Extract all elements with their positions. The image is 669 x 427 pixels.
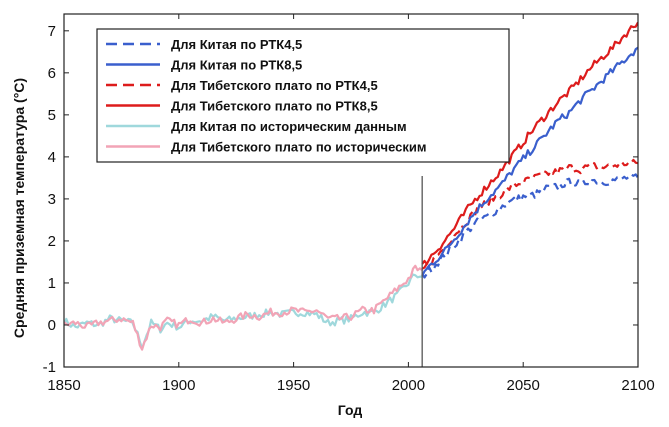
series-line-6 (64, 264, 423, 351)
y-tick-label: 1 (48, 275, 56, 292)
legend-label: Для Тибетского плато по РТК8,5 (171, 99, 378, 114)
plot-frame (63, 13, 639, 368)
y-axis-title: Средняя приземная температура (°C) (11, 78, 27, 338)
x-tick-label: 2050 (507, 377, 540, 394)
legend-label: Для Китая по РТК4,5 (171, 37, 302, 52)
y-tick-label: 7 (48, 23, 56, 40)
series-line-1 (421, 173, 638, 279)
series-line-3 (421, 158, 638, 270)
x-tick-label: 1850 (47, 377, 80, 394)
x-tick-label: 1950 (277, 377, 310, 394)
legend-label: Для Тибетского плато по историческим (171, 140, 426, 155)
x-tick-label: 2100 (621, 377, 654, 394)
legend-label: Для Тибетского плато по РТК4,5 (171, 78, 378, 93)
legend-box (96, 28, 510, 163)
y-tick-label: 0 (48, 317, 56, 334)
x-tick-label: 2000 (392, 377, 425, 394)
y-tick-label: 5 (48, 107, 56, 124)
series-line-2 (421, 46, 638, 277)
y-tick-label: 3 (48, 191, 56, 208)
legend-label: Для Китая по РТК8,5 (171, 58, 302, 73)
y-tick-label: 4 (48, 149, 56, 166)
x-axis-title: Год (338, 402, 363, 418)
x-tick-label: 1900 (162, 377, 195, 394)
y-tick-label: -1 (43, 359, 56, 376)
y-tick-label: 2 (48, 233, 56, 250)
y-tick-label: 6 (48, 65, 56, 82)
legend-label: Для Китая по историческим данным (171, 119, 407, 134)
series-line-4 (421, 21, 638, 266)
